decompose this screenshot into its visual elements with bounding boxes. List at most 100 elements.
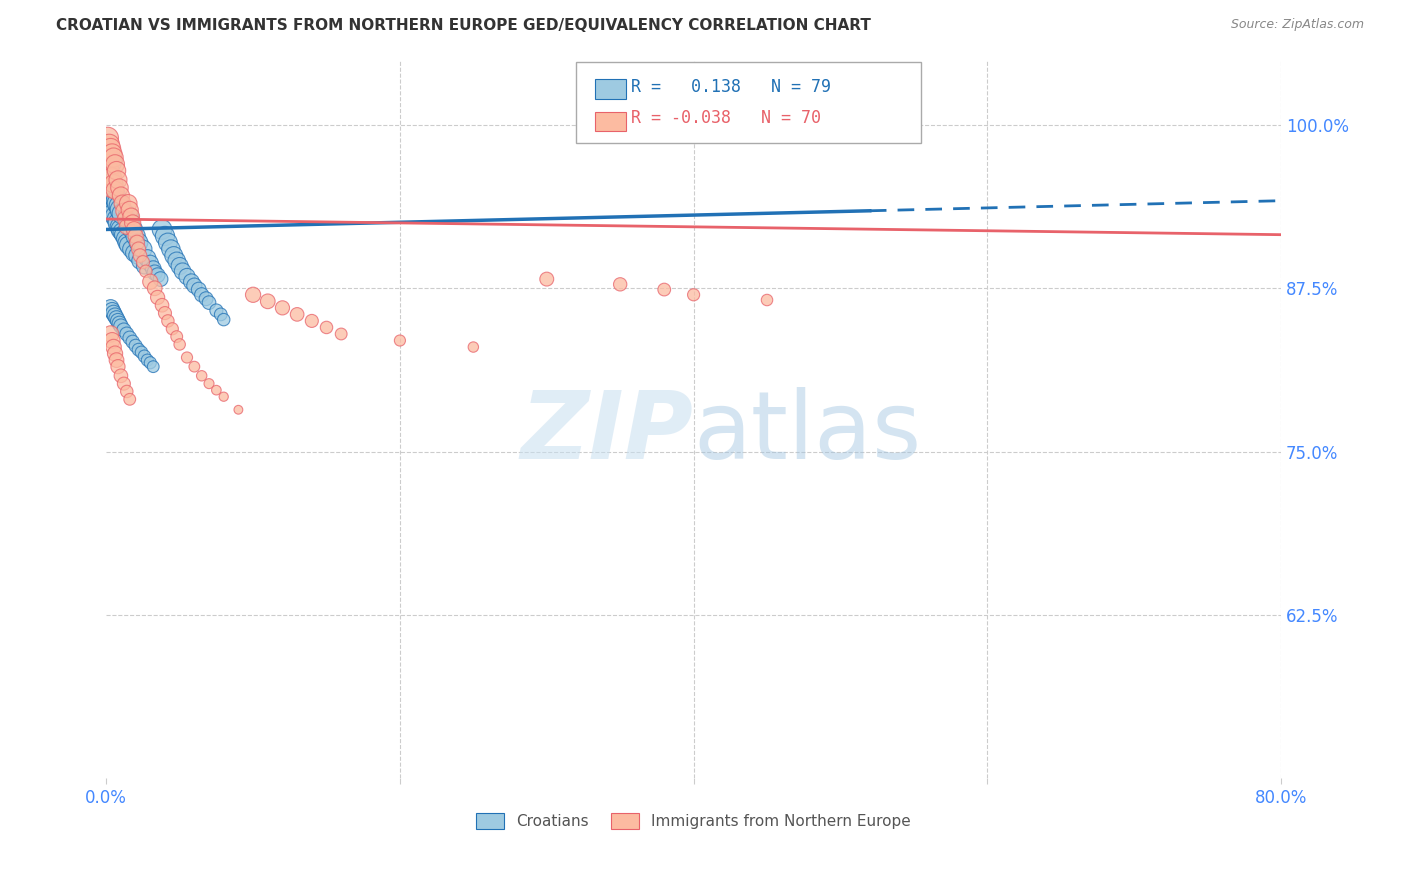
Point xyxy=(101,303,124,318)
Point xyxy=(105,353,128,368)
Point xyxy=(110,222,132,236)
Point xyxy=(190,287,212,301)
Text: Source: ZipAtlas.com: Source: ZipAtlas.com xyxy=(1230,18,1364,31)
Text: atlas: atlas xyxy=(693,387,922,479)
Point xyxy=(212,390,235,404)
Point xyxy=(98,137,121,152)
Point xyxy=(153,229,176,244)
Point xyxy=(195,292,218,306)
Point xyxy=(301,314,323,328)
Point xyxy=(120,210,142,224)
Point xyxy=(242,287,264,301)
Point xyxy=(110,368,132,383)
Point xyxy=(124,229,146,244)
Point xyxy=(228,402,250,417)
Point xyxy=(169,259,191,273)
Point xyxy=(107,314,129,328)
Point xyxy=(117,238,139,252)
Point xyxy=(176,269,198,284)
Point xyxy=(180,275,202,289)
Point xyxy=(609,277,631,292)
Point xyxy=(110,188,132,202)
Point xyxy=(101,334,124,348)
Point xyxy=(212,312,235,326)
Point xyxy=(156,235,179,250)
Point xyxy=(134,349,156,363)
Point xyxy=(143,281,166,295)
Point xyxy=(129,249,152,263)
Point xyxy=(139,256,162,270)
Legend: Croatians, Immigrants from Northern Europe: Croatians, Immigrants from Northern Euro… xyxy=(470,807,917,835)
Point xyxy=(163,249,186,263)
Point xyxy=(183,359,205,374)
Point xyxy=(103,340,125,354)
Point xyxy=(682,287,704,301)
Point xyxy=(107,216,129,230)
Point xyxy=(143,266,166,280)
Point xyxy=(100,180,122,194)
Point xyxy=(198,376,221,391)
Point xyxy=(103,151,125,165)
Text: R =   0.138   N = 79: R = 0.138 N = 79 xyxy=(631,78,831,95)
Point xyxy=(107,173,129,187)
Point xyxy=(103,205,125,219)
Point xyxy=(120,242,142,256)
Point xyxy=(150,298,173,312)
Point xyxy=(160,242,183,256)
Point xyxy=(100,141,122,155)
Point xyxy=(110,202,132,217)
Point xyxy=(131,345,153,359)
Point xyxy=(142,359,165,374)
Point xyxy=(122,222,145,236)
Point xyxy=(146,268,169,283)
Point xyxy=(121,334,143,349)
Point xyxy=(104,157,127,171)
Point xyxy=(104,190,127,204)
Point xyxy=(105,194,128,208)
Point xyxy=(97,196,120,211)
Point xyxy=(142,261,165,276)
Point xyxy=(756,293,779,307)
Point xyxy=(118,202,141,217)
Point xyxy=(125,249,148,263)
Point xyxy=(112,204,135,219)
Point xyxy=(162,322,184,336)
Text: ZIP: ZIP xyxy=(520,387,693,479)
Point xyxy=(105,163,128,178)
Point xyxy=(101,177,124,191)
Point xyxy=(117,196,139,211)
Point xyxy=(118,331,141,345)
Point xyxy=(124,229,146,244)
Point xyxy=(166,253,188,268)
Point xyxy=(330,326,353,341)
Point xyxy=(112,323,135,337)
Point xyxy=(205,303,228,318)
Text: R = -0.038   N = 70: R = -0.038 N = 70 xyxy=(631,110,821,128)
Point xyxy=(112,376,135,391)
Point xyxy=(114,212,136,227)
Point xyxy=(209,307,232,321)
Point xyxy=(101,170,124,185)
Point xyxy=(166,329,188,343)
Point xyxy=(100,154,122,169)
Point xyxy=(118,216,141,230)
Point xyxy=(132,255,155,269)
Point xyxy=(388,334,411,348)
Point xyxy=(187,283,209,297)
Point xyxy=(98,170,121,185)
Point xyxy=(108,180,131,194)
Point xyxy=(136,251,159,265)
Point xyxy=(104,183,127,197)
Point xyxy=(183,278,205,293)
Point xyxy=(118,392,141,407)
Point xyxy=(271,301,294,315)
Point xyxy=(100,301,122,315)
Text: CROATIAN VS IMMIGRANTS FROM NORTHERN EUROPE GED/EQUIVALENCY CORRELATION CHART: CROATIAN VS IMMIGRANTS FROM NORTHERN EUR… xyxy=(56,18,872,33)
Point xyxy=(121,222,143,236)
Point xyxy=(98,202,121,217)
Point xyxy=(150,222,173,236)
Point xyxy=(108,317,131,331)
Point xyxy=(122,246,145,260)
Point xyxy=(139,275,162,289)
Point xyxy=(136,353,159,368)
